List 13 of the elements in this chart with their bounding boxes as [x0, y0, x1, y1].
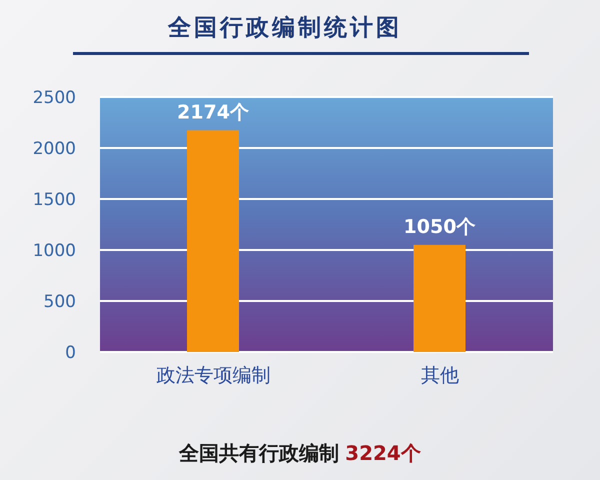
text: 全国共有行政编制: [179, 441, 340, 465]
y-tick-label: 1000: [32, 241, 76, 262]
y-tick-label: 2000: [32, 139, 76, 160]
text: 3224个: [345, 441, 421, 465]
y-tick-label: 2500: [32, 88, 76, 108]
data-label: 1050个: [404, 216, 476, 238]
x-tick-label: 其他: [420, 364, 459, 386]
data-label: 2174个: [177, 101, 250, 124]
chart-title: 全国行政编制统计图: [166, 14, 403, 43]
y-tick-label: 500: [44, 292, 76, 312]
x-tick-label: 政法专项编制: [156, 364, 270, 386]
y-tick-label: 1500: [32, 190, 76, 210]
y-tick-label: 0: [65, 343, 76, 364]
